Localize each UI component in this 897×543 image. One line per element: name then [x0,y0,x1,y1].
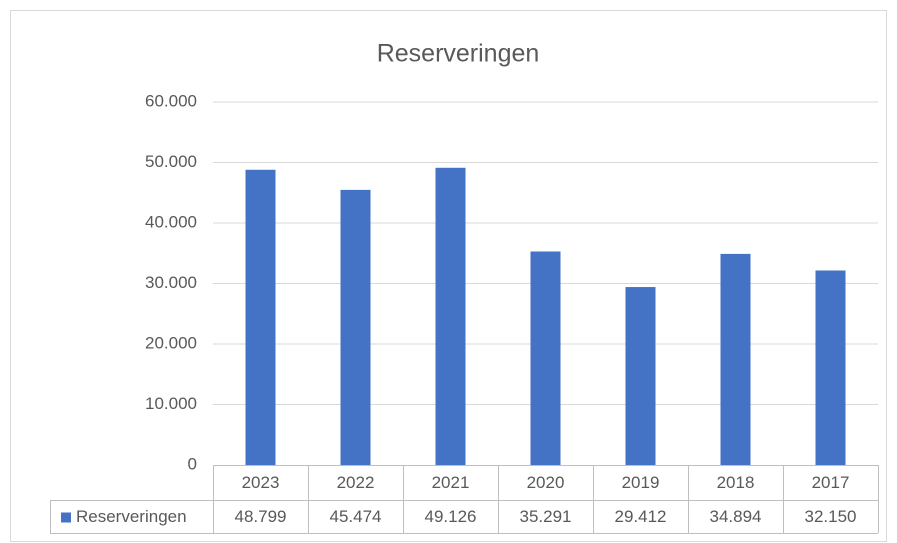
bar [625,287,656,465]
legend-label: Reserveringen [76,507,187,526]
bar [530,251,561,465]
data-table-value: 34.894 [710,507,762,526]
x-tick-label: 2020 [527,473,565,492]
x-tick-label: 2018 [717,473,755,492]
x-tick-label: 2017 [812,473,850,492]
data-table-value: 32.150 [805,507,857,526]
y-tick-label: 20.000 [145,333,197,352]
bar [815,270,846,465]
x-tick-label: 2022 [337,473,375,492]
y-tick-label: 50.000 [145,152,197,171]
bar [245,169,276,465]
data-table-value: 29.412 [615,507,667,526]
bar [340,189,371,465]
y-tick-label: 40.000 [145,212,197,231]
y-tick-label: 0 [188,454,197,473]
y-tick-label: 60.000 [145,91,197,110]
bar [720,253,751,465]
bar [435,167,466,465]
chart-title: Reserveringen [377,40,540,68]
data-table-value: 48.799 [235,507,287,526]
y-tick-label: 30.000 [145,273,197,292]
data-table-value: 49.126 [425,507,477,526]
data-table-value: 35.291 [520,507,572,526]
data-table-value: 45.474 [330,507,382,526]
x-tick-label: 2023 [242,473,280,492]
x-tick-label: 2021 [432,473,470,492]
x-tick-label: 2019 [622,473,660,492]
legend-swatch [61,512,71,523]
y-tick-label: 10.000 [145,394,197,413]
